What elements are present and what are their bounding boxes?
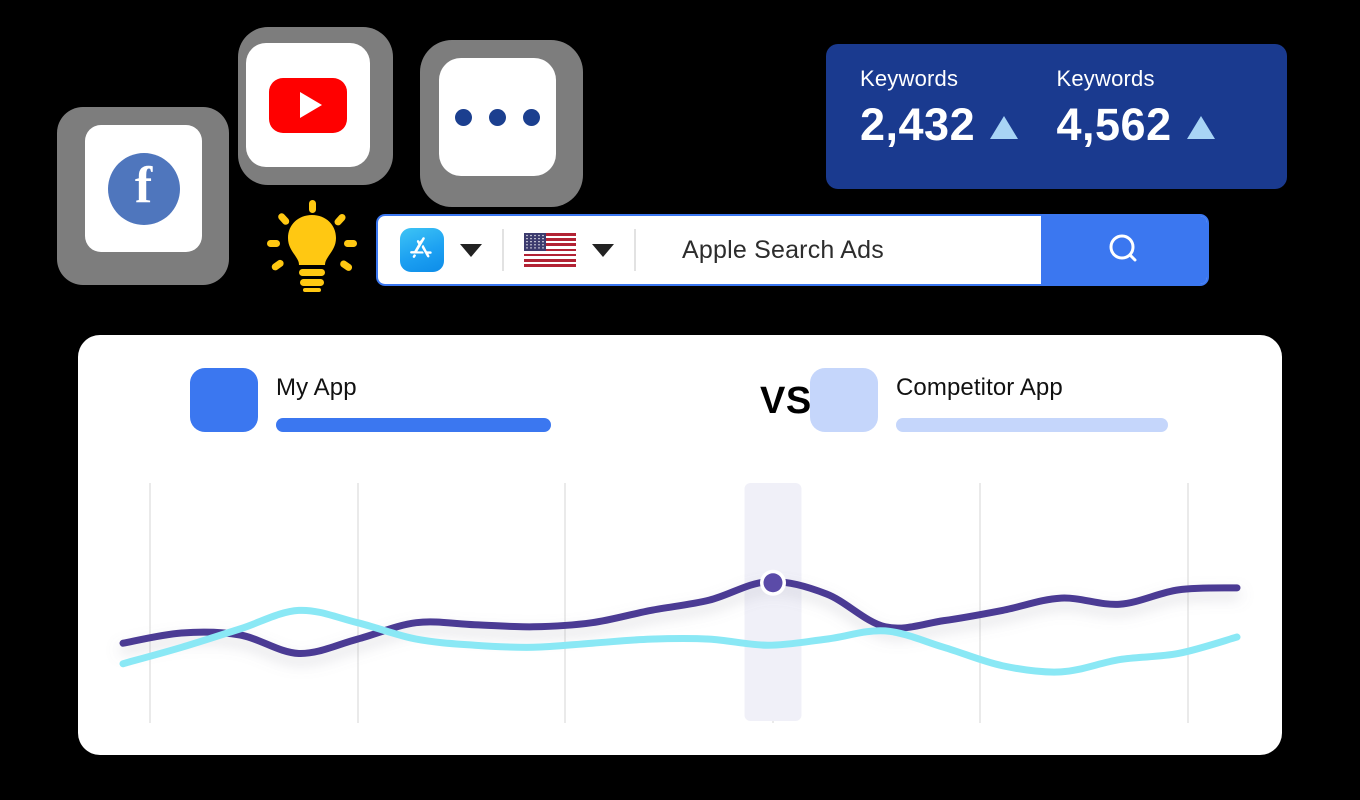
app-tile-more[interactable] [420, 40, 583, 207]
keywords-card: Keywords 2,432 Keywords 4,562 [826, 44, 1287, 189]
legend-swatch-competitor-app [810, 368, 878, 432]
chart-highlight-band [744, 483, 802, 721]
keywords-label: Keywords [860, 66, 959, 91]
search-button[interactable] [1041, 216, 1207, 284]
app-tile-youtube-inner [246, 43, 370, 167]
keywords-value-row: 4,562 [1057, 102, 1254, 147]
legend-text-competitor-app: Competitor App [896, 368, 1168, 432]
app-tile-youtube[interactable] [238, 27, 393, 185]
facebook-icon: f [107, 152, 180, 225]
triangle-up-icon [1186, 116, 1215, 139]
chevron-down-icon[interactable] [460, 243, 482, 257]
chart-line-competitor-app [119, 606, 1241, 676]
chart-marker-dot[interactable] [763, 573, 783, 593]
app-tile-facebook-inner: f [85, 125, 202, 252]
comparison-chart-card: My App VS Competitor App [78, 335, 1282, 755]
legend-label-my-app: My App [276, 374, 357, 401]
play-triangle-icon [299, 92, 322, 118]
app-store-icon [400, 228, 444, 272]
legend-item-competitor-app[interactable]: Competitor App [810, 368, 1168, 432]
us-flag-icon [524, 233, 576, 267]
trend-chart-plot[interactable] [78, 475, 1282, 735]
app-tile-facebook[interactable]: f [57, 107, 229, 285]
keywords-stat-1: Keywords 2,432 [860, 66, 1057, 189]
chevron-down-icon[interactable] [592, 243, 614, 257]
keywords-stat-2: Keywords 4,562 [1057, 66, 1254, 189]
search-bar[interactable]: Apple Search Ads [376, 214, 1209, 286]
youtube-icon [269, 77, 347, 133]
legend-item-my-app[interactable]: My App [190, 368, 551, 432]
search-icon [1109, 234, 1137, 262]
lightbulb-icon [267, 200, 357, 292]
triangle-up-icon [990, 116, 1019, 139]
divider [634, 229, 636, 271]
legend-label-competitor-app: Competitor App [896, 374, 1063, 401]
divider [502, 229, 504, 271]
app-tile-more-inner [439, 58, 556, 176]
legend-text-my-app: My App [276, 368, 551, 432]
keywords-label: Keywords [1056, 66, 1155, 91]
search-input[interactable]: Apple Search Ads [682, 235, 884, 264]
keywords-value: 2,432 [860, 99, 976, 150]
chart-legend: My App VS Competitor App [190, 368, 1200, 440]
chart-line-my-app [119, 578, 1241, 657]
legend-swatch-my-app [190, 368, 258, 432]
versus-label: VS [760, 380, 812, 422]
facebook-letter: f [134, 156, 153, 214]
legend-bar-competitor-app [896, 418, 1168, 432]
legend-bar-my-app [276, 418, 551, 432]
more-dots-icon [455, 108, 540, 126]
store-selector[interactable] [378, 228, 482, 272]
country-selector[interactable] [524, 233, 614, 267]
keywords-value: 4,562 [1056, 99, 1172, 150]
keywords-value-row: 2,432 [860, 102, 1057, 147]
